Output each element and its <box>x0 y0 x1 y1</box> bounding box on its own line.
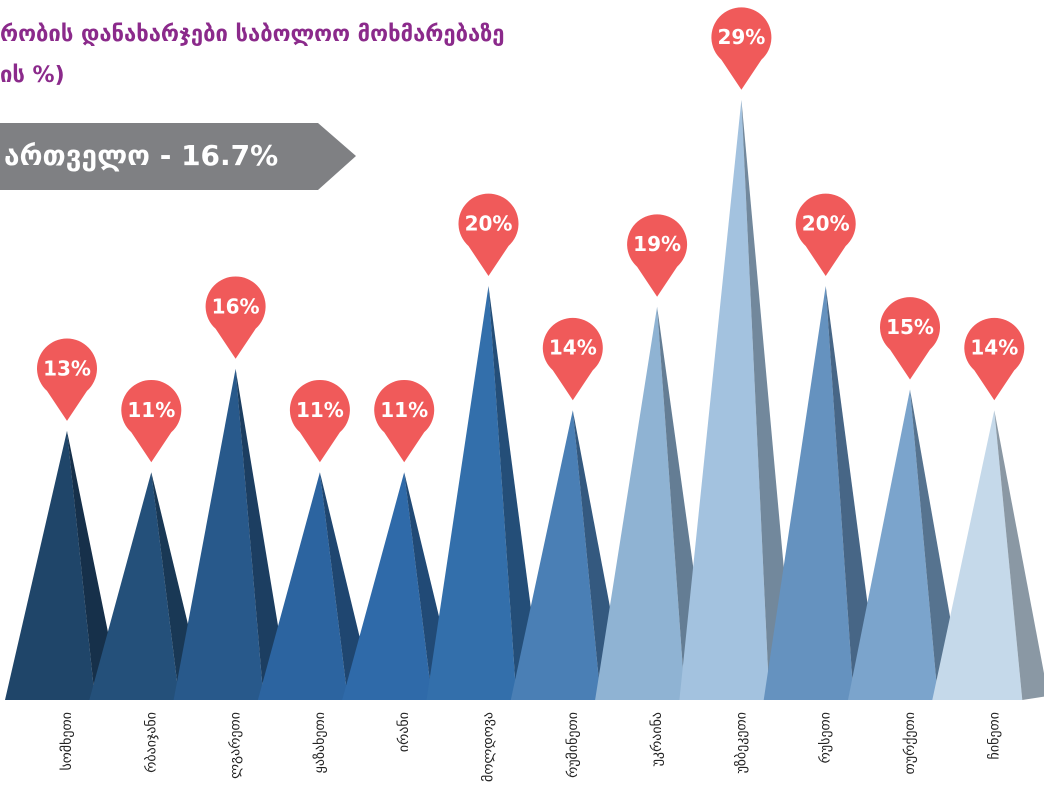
value-label: 14% <box>970 336 1018 360</box>
peak <box>173 368 264 700</box>
x-tick-label: ყაზახეთი <box>312 712 328 773</box>
x-tick-label: სომხეთი <box>59 712 75 771</box>
banner <box>0 123 356 190</box>
marker <box>627 214 688 297</box>
value-label: 16% <box>212 294 260 318</box>
chart-title: ის %) <box>0 63 65 88</box>
value-label: 20% <box>465 212 513 236</box>
x-tick-label: მოლდოვა <box>481 712 497 782</box>
marker <box>964 317 1025 401</box>
peak <box>89 472 180 700</box>
marker <box>458 193 519 276</box>
peak <box>595 306 686 700</box>
x-tick-label: უზბეკეთი <box>733 712 749 773</box>
peak <box>679 99 770 700</box>
value-label: 13% <box>43 356 91 380</box>
x-tick-label: თურქეთი <box>901 712 918 774</box>
marker <box>374 379 435 463</box>
marker <box>289 379 350 463</box>
peak <box>932 410 1023 700</box>
marker <box>205 276 266 359</box>
marker <box>795 193 856 276</box>
peak-shade <box>235 368 290 700</box>
x-tick-label: ირანი <box>395 712 412 752</box>
peak-shade <box>741 99 796 700</box>
peak <box>426 286 517 700</box>
marker <box>37 338 97 421</box>
marker <box>880 297 941 380</box>
peak-shade <box>825 286 880 700</box>
x-tick-label: რუსეთი <box>817 712 834 763</box>
peak-shade <box>488 286 543 700</box>
marker <box>542 317 603 401</box>
value-label: 15% <box>886 315 934 339</box>
x-tick-label: ჩინეთი <box>986 712 1002 759</box>
peak <box>510 410 601 700</box>
peak <box>5 430 95 700</box>
peak <box>342 472 433 700</box>
peak <box>848 389 938 700</box>
x-tick-label: რუმინეთი <box>564 712 581 778</box>
value-label: 19% <box>633 232 681 256</box>
peak-shade <box>67 430 121 700</box>
x-tick-label: ლგარეთი <box>227 712 244 779</box>
peak-shade <box>994 410 1044 700</box>
marker <box>711 7 772 90</box>
value-label: 11% <box>380 398 428 422</box>
peak <box>257 472 348 700</box>
banner-text: ართველო - 16.7% <box>4 139 278 172</box>
x-tick-label: რბაიჯანი <box>142 712 159 773</box>
x-tick-label: უკრაინა <box>648 712 665 766</box>
chart-title: რობის დანახარჯები საბოლოო მოხმარებაზე <box>0 22 505 47</box>
value-label: 20% <box>802 212 850 236</box>
peak <box>763 286 854 700</box>
marker <box>121 379 182 463</box>
value-label: 11% <box>296 398 344 422</box>
value-label: 11% <box>127 398 175 422</box>
value-label: 14% <box>549 336 597 360</box>
value-label: 29% <box>717 25 765 49</box>
